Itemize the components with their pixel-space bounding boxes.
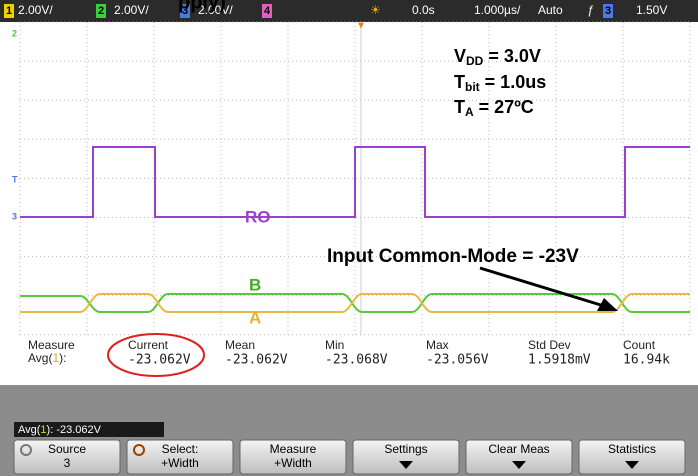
- down-arrow: [512, 461, 526, 469]
- softkey[interactable]: [13, 439, 121, 475]
- softkey-line1: Settings: [384, 442, 427, 456]
- softkey-line1: Statistics: [608, 442, 656, 456]
- ro-label: RO: [245, 207, 271, 226]
- measure-value: -23.056V: [426, 353, 489, 368]
- measure-name: Std Dev: [528, 338, 571, 352]
- ch1-box: [4, 4, 14, 18]
- ch4-num: 4: [264, 5, 271, 17]
- softkey-line1: Clear Meas: [488, 442, 549, 456]
- conditions: VDD = 3.0V Tbit = 1.0us TA = 27ºC: [454, 46, 546, 119]
- measure-value: -23.062V: [225, 353, 288, 368]
- ch2-marker: 2: [12, 28, 17, 38]
- b-label: B: [249, 275, 261, 294]
- avg-label: Avg(1):: [28, 351, 67, 365]
- measure-name: Current: [128, 338, 169, 352]
- trig-src-box: [603, 4, 613, 18]
- softkey-line2: 3: [64, 456, 71, 470]
- softkey-line2: +Width: [161, 456, 199, 470]
- arrow-line: [479, 266, 605, 308]
- title-fragment: pply): [178, 0, 226, 13]
- ch3-marker: 3: [12, 211, 17, 221]
- measure-value: 1.5918mV: [528, 353, 591, 368]
- a-label: A: [249, 308, 261, 327]
- ta: TA = 27ºC: [454, 97, 534, 119]
- knob-icon: [20, 444, 32, 456]
- channel-info: 1 2.00V/ 2 2.00V/ 3 2.00V/ 4 ☀ 0.0s 1.00…: [4, 3, 667, 18]
- measure-value: -23.068V: [325, 353, 388, 368]
- trigger-slope: ƒ: [587, 3, 594, 17]
- ch1-scale: 2.00V/: [18, 3, 53, 17]
- common-mode-label: Input Common-Mode = -23V: [327, 246, 579, 267]
- timebase: 1.000µs/: [474, 3, 521, 17]
- status-text: Avg(1): -23.062V: [18, 424, 102, 436]
- softkey[interactable]: [352, 439, 460, 475]
- down-arrow: [625, 461, 639, 469]
- ch2-scale: 2.00V/: [114, 3, 149, 17]
- softkey[interactable]: [465, 439, 573, 475]
- vdd: VDD = 3.0V: [454, 46, 541, 68]
- measure-value: -23.062V: [128, 353, 191, 368]
- measure-name: Mean: [225, 338, 255, 352]
- ch2-num: 2: [98, 5, 104, 17]
- ch1-num: 1: [6, 5, 12, 17]
- trigger-source: 3: [605, 5, 611, 17]
- ch2-box: [96, 4, 106, 18]
- softkey-line2: +Width: [274, 456, 312, 470]
- softkey[interactable]: [126, 439, 234, 475]
- softkey[interactable]: [578, 439, 686, 475]
- top-bar: [0, 0, 698, 22]
- measure-label: Measure: [28, 338, 75, 352]
- tbit: Tbit = 1.0us: [454, 72, 546, 94]
- trigger-arrow: ▼: [356, 21, 366, 32]
- sun-icon: ☀: [370, 3, 381, 17]
- softkey-line1: Source: [48, 442, 86, 456]
- trigger-marker: T: [12, 174, 18, 184]
- knob-icon: [133, 444, 145, 456]
- trigger-level: 1.50V: [636, 3, 667, 17]
- arrow-head: [597, 298, 618, 311]
- softkeys: Source3Select:+WidthMeasure+WidthSetting…: [13, 439, 686, 475]
- status-bar: [14, 422, 164, 437]
- softkey[interactable]: [239, 439, 347, 475]
- ch3-num: 3: [182, 5, 188, 17]
- delay: 0.0s: [412, 3, 435, 17]
- ro-waveform: [20, 146, 690, 218]
- highlight-ellipse: [107, 333, 205, 377]
- softkey-line1: Select:: [162, 442, 199, 456]
- measure-name: Max: [426, 338, 449, 352]
- a-waveform: [20, 293, 690, 313]
- softkey-line1: Measure: [270, 442, 317, 456]
- measure-name: Min: [325, 338, 344, 352]
- ch3-box: [180, 4, 190, 18]
- ch4-box: [262, 4, 272, 18]
- measure-name: Count: [623, 338, 656, 352]
- measurements: Measure Avg(1): Current-23.062VMean-23.0…: [28, 338, 670, 367]
- measure-value: 16.94k: [623, 353, 670, 368]
- trigger-mode: Auto: [538, 3, 563, 17]
- ch3-scale: 2.00V/: [198, 3, 233, 17]
- down-arrow: [399, 461, 413, 469]
